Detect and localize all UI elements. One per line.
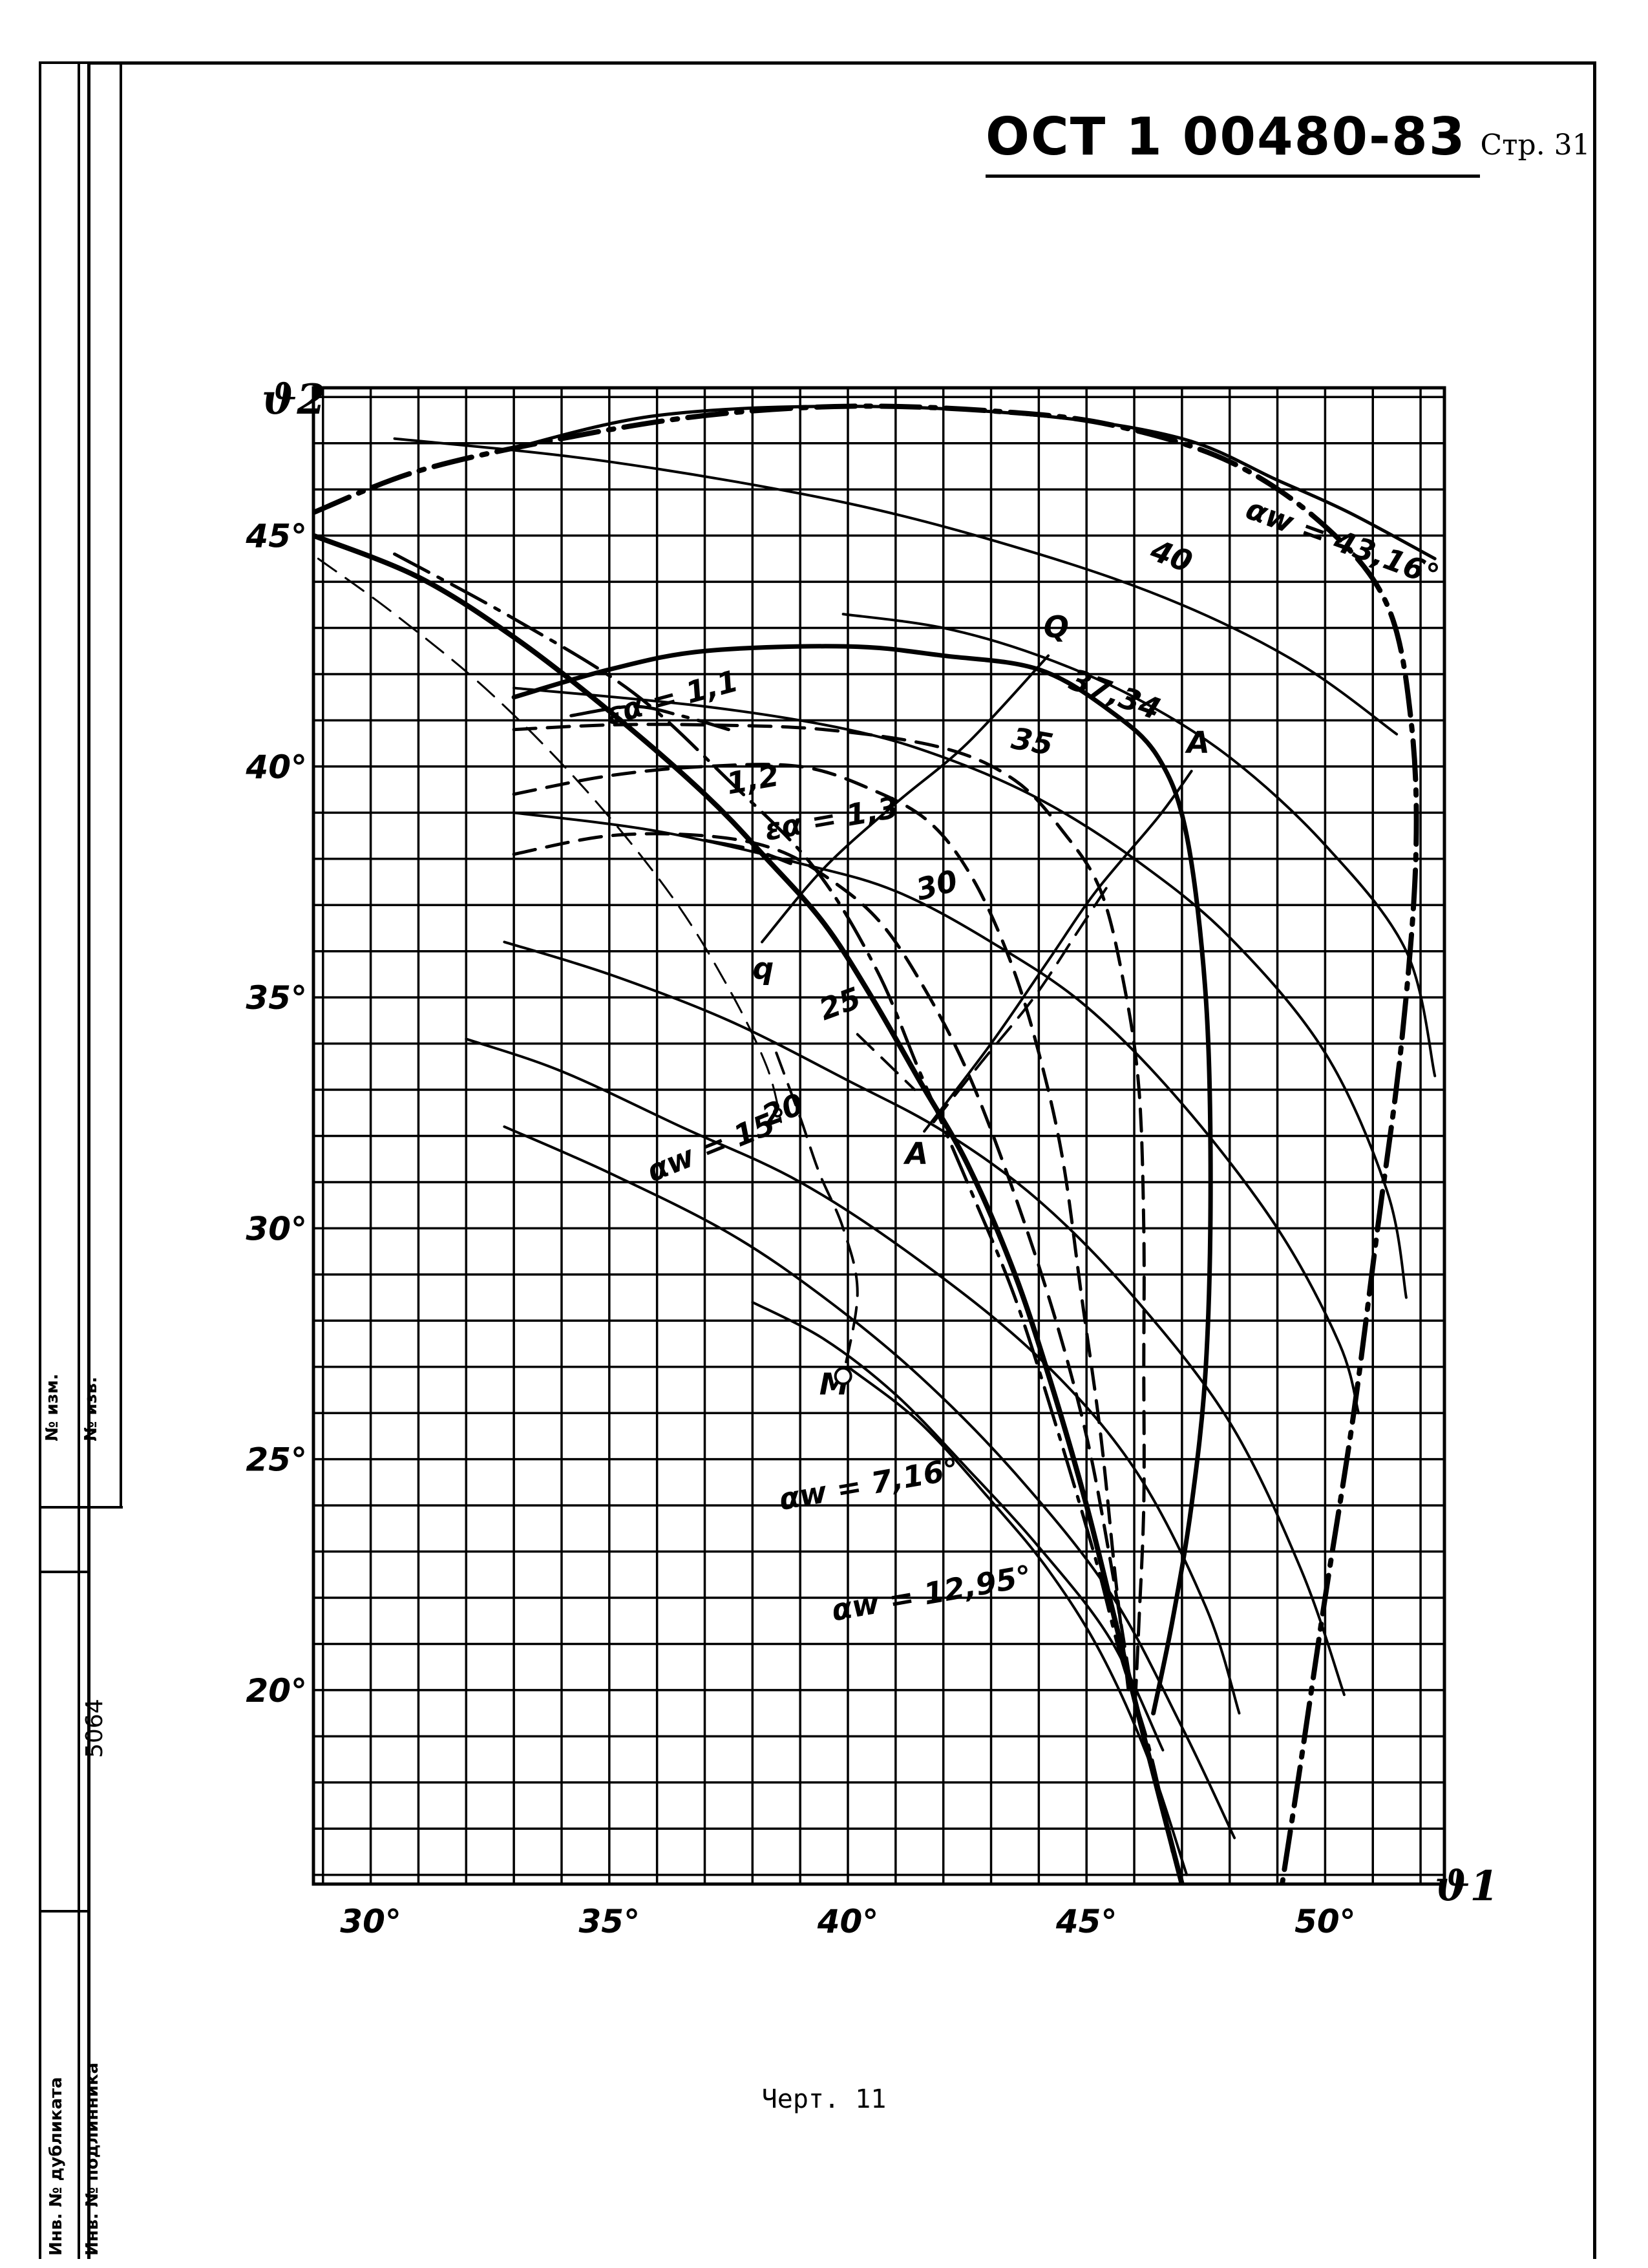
x-tick-label: 30° <box>340 1903 401 1940</box>
y-tick-label: 35° <box>246 979 307 1017</box>
series-ray-Qq <box>761 654 1050 944</box>
y-tick-label: 30° <box>246 1210 307 1247</box>
page-frame <box>87 61 1596 2259</box>
series-eps-37 <box>841 613 1437 1077</box>
chart-annotation: αw = 43,16° <box>1241 491 1444 593</box>
series-dashed-1-3 <box>512 832 1132 1678</box>
series-dashed-1-2 <box>512 763 1132 1701</box>
series-alpha-7 <box>751 1300 1165 1752</box>
chart-annotation: 30 <box>913 863 962 907</box>
y-tick-label: 20° <box>246 1672 307 1710</box>
series-ray-A-lower <box>932 880 1112 1124</box>
x-tick-label: 35° <box>579 1903 640 1940</box>
series-eps-40 <box>393 437 1399 736</box>
header-rule <box>986 175 1480 178</box>
series-thick-left <box>313 533 1185 1884</box>
series-rhombus-AA <box>923 770 1193 1133</box>
y-tick-label: 45° <box>245 518 307 555</box>
series-alpha-12 <box>847 1365 1188 1876</box>
series-boundary-Qq <box>511 644 1213 1716</box>
chart-annotation: εα = 1,3 <box>762 790 901 848</box>
series-alpha-43-line <box>512 405 1437 560</box>
chart-annotation: αw = 15° <box>642 1100 794 1189</box>
y-axis-label: ϑ2 <box>262 376 326 424</box>
chart-ticks: 30° 35° 40° 45° 50° 20° 25° 30° 35° 40° 45° <box>245 518 1355 1940</box>
series-alpha-43-boundary <box>313 403 1419 1884</box>
x-tick-label: 45° <box>1055 1903 1117 1940</box>
chart-markers <box>834 1367 852 1386</box>
chart-annotation: 25 <box>814 980 865 1028</box>
chart-series <box>313 403 1437 1884</box>
chart-grid <box>312 386 1446 1886</box>
x-axis-label: ϑ1 <box>1435 1862 1499 1911</box>
document-code: ОСТ 1 00480-83 <box>986 107 1466 167</box>
chart-annotation: q <box>752 951 774 986</box>
x-tick-label: 40° <box>817 1903 879 1940</box>
chart-annotation: αw = 7,16° <box>776 1451 961 1517</box>
series-ray-A-left <box>856 1033 916 1092</box>
sidebar-stamp <box>39 61 123 2259</box>
point-m-marker <box>834 1367 852 1386</box>
y-tick-label: 40° <box>245 748 307 786</box>
chart-annotation: Q <box>1044 609 1069 644</box>
y-tick-label: 25° <box>246 1441 307 1479</box>
series-dashdot-small-1 <box>569 705 730 732</box>
series-dashdot-left <box>393 552 1174 1854</box>
chart-annotation: A <box>1185 725 1210 759</box>
x-tick-label: 50° <box>1294 1903 1356 1940</box>
page-header: ОСТ 1 00480-83 Стр. 31 <box>986 107 1590 167</box>
chart-annotation: A <box>903 1136 929 1171</box>
page-number: Стр. 31 <box>1480 129 1590 162</box>
chart-annotation: 35 <box>1009 721 1055 762</box>
chart-annotation: 40 <box>1145 533 1197 580</box>
series-dashdot-small-2 <box>703 838 792 865</box>
series-curve-M <box>775 1051 859 1378</box>
figure-caption: Черт. 11 <box>761 2084 887 2114</box>
series-thin-dashed-upper <box>317 557 783 1123</box>
chart-annotation: αw = 12,95° <box>829 1558 1034 1628</box>
series-eps-35 <box>512 686 1408 1299</box>
series-dashed-1-1 <box>512 723 1146 1724</box>
